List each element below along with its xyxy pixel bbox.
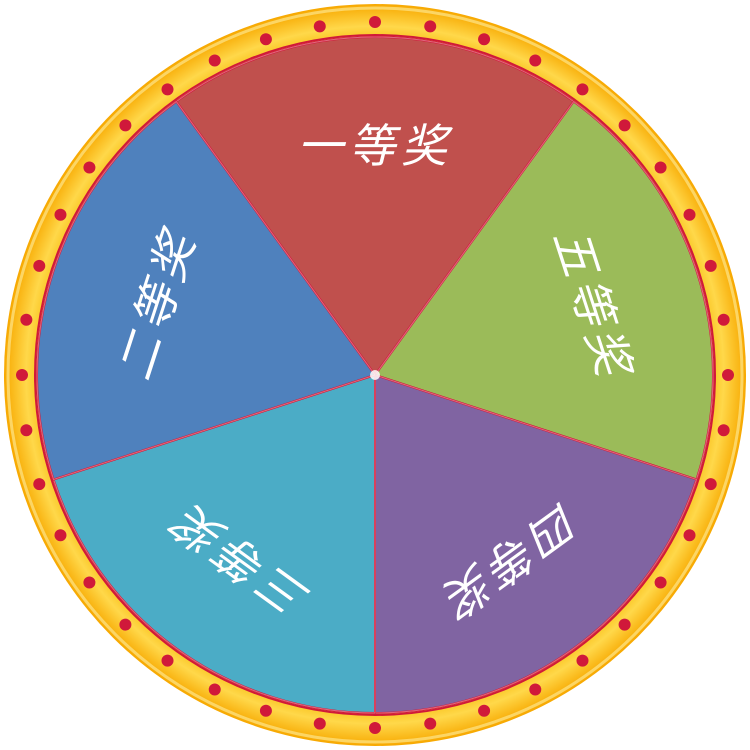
rim-dot [83,161,96,174]
wheel-sectors [36,36,714,715]
rim-dot [161,654,174,667]
rim-dot [478,33,491,46]
rim-dot [683,529,696,542]
rim-dot [119,119,132,132]
wheel-sector [374,373,698,715]
rim-dot [369,16,381,28]
sector-label: 一等奖 [297,119,453,173]
wheel-sector [174,36,576,377]
wheel-sector [36,100,377,481]
rim-dot [83,576,96,589]
rim-dot [618,618,631,631]
rim-dot [313,20,326,33]
rim-dot [576,83,589,96]
wheel-hub [370,370,380,380]
rim-dot [654,576,667,589]
wheel-sector-edge [175,36,575,376]
rim-dot [208,683,221,696]
rim-dot [259,33,272,46]
rim-dot [618,119,631,132]
rim-dot [704,478,717,491]
rim-dot [424,20,437,33]
rim-dot [683,208,696,221]
rim-dot [478,704,491,717]
rim-dot [16,369,28,381]
rim-dots [16,16,734,734]
rim-dot [119,618,132,631]
rim-dot [259,704,272,717]
rim-dot [54,529,67,542]
rim-dot [654,161,667,174]
rim-dot [20,424,33,437]
wheel-sector [373,100,714,481]
rim-dot [54,208,67,221]
wheel-sector-edge [374,374,698,714]
rim-dot [424,717,437,730]
rim-inner-border [34,34,716,716]
rim-dot [529,683,542,696]
rim-dot [313,717,326,730]
rim-dot [208,54,221,67]
wheel-sector-edge [36,100,376,481]
wheel-sector [52,373,376,715]
rim-dot [529,54,542,67]
rim-dot [717,424,730,437]
rim-dot [20,313,33,326]
rim-dot [576,654,589,667]
rim-dot [722,369,734,381]
rim-dot [704,259,717,272]
rim-dot [33,478,46,491]
wheel-sector-edge [52,374,376,714]
rim-dot [717,313,730,326]
wheel-sector-edge [374,100,714,481]
rim-dot [161,83,174,96]
rim-highlight [6,6,744,744]
rim-dot [369,722,381,734]
rim-dot [33,259,46,272]
